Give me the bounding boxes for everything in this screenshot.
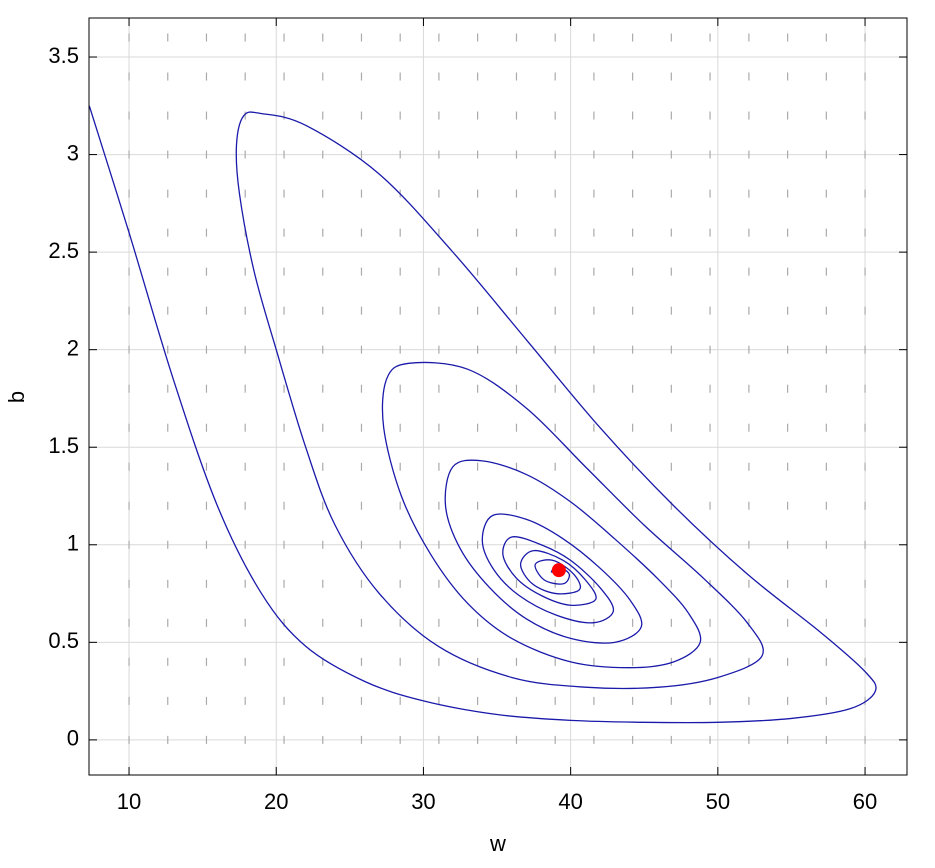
y-tick-label: 2.5 [48, 238, 79, 263]
x-tick-label: 20 [264, 789, 288, 814]
x-tick-label: 30 [411, 789, 435, 814]
x-tick-label: 40 [558, 789, 582, 814]
trajectory [88, 105, 877, 724]
y-tick-label: 3.5 [48, 43, 79, 68]
y-tick-label: 1 [67, 531, 79, 556]
x-tick-label: 60 [853, 789, 877, 814]
y-tick-label: 3 [67, 140, 79, 165]
x-axis-label: w [489, 831, 506, 856]
y-tick-label: 2 [67, 335, 79, 360]
y-tick-label: 0 [67, 726, 79, 751]
x-tick-label: 10 [117, 789, 141, 814]
y-tick-label: 1.5 [48, 433, 79, 458]
equilibrium-point [551, 563, 566, 578]
plot-frame [88, 17, 908, 776]
y-tick-label: 0.5 [48, 628, 79, 653]
y-axis-label: b [4, 391, 29, 403]
x-tick-label: 50 [706, 789, 730, 814]
